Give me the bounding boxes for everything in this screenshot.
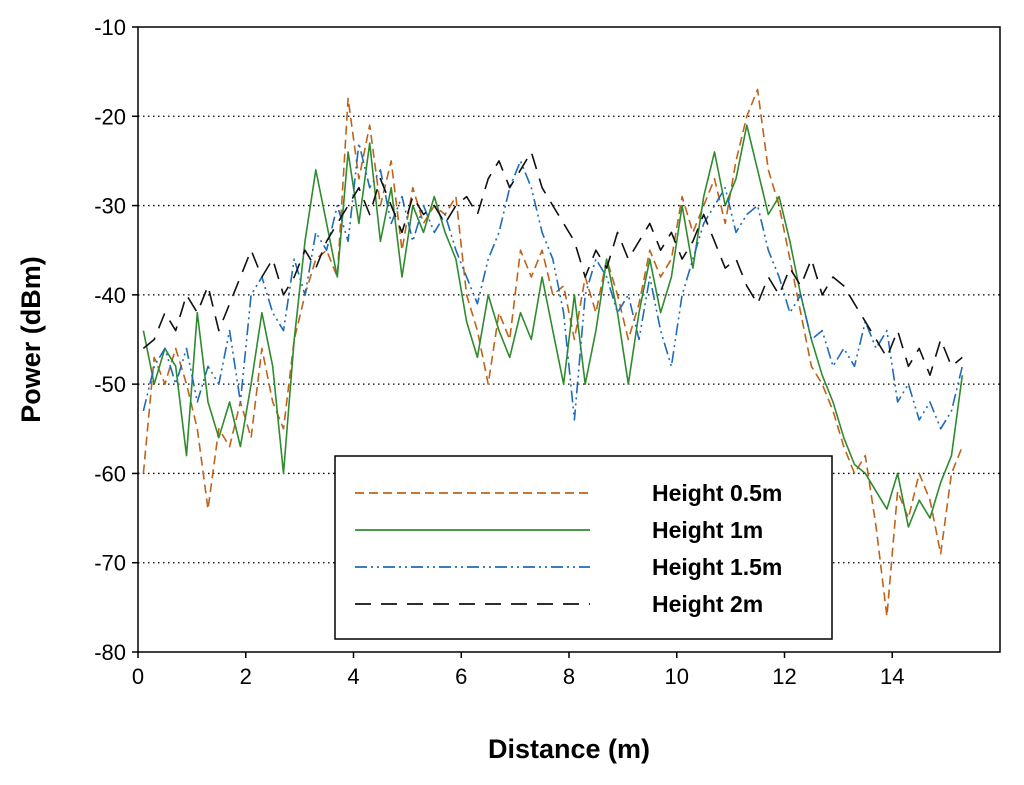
y-axis-title: Power (dBm) <box>16 256 46 423</box>
series-line-4 <box>142 151 963 377</box>
legend-label-2: Height 1m <box>652 517 763 543</box>
series-line-3 <box>142 142 964 430</box>
y-tick-label: -20 <box>94 104 126 129</box>
x-axis-title: Distance (m) <box>488 734 650 764</box>
x-tick-label: 2 <box>240 664 252 689</box>
legend-label-4: Height 2m <box>652 591 763 617</box>
x-tick-label: 4 <box>347 664 359 689</box>
legend-label-3: Height 1.5m <box>652 554 782 580</box>
x-tick-label: 8 <box>563 664 575 689</box>
legend: Height 0.5m Height 1m Height 1.5m Height 2m <box>334 455 833 640</box>
axis-ticks: -80 -70 -60 -50 -40 -30 -20 -10 0 2 4 6 8 10 12 14 <box>94 15 904 689</box>
series-line-1 <box>142 88 964 618</box>
x-tick-label: 14 <box>880 664 904 689</box>
legend-label-1: Height 0.5m <box>652 480 782 506</box>
y-tick-label: -40 <box>94 283 126 308</box>
series-line-2 <box>142 124 964 528</box>
y-tick-label: -80 <box>94 640 126 665</box>
series-lines <box>142 88 964 618</box>
y-tick-label: -70 <box>94 551 126 576</box>
x-tick-label: 10 <box>665 664 689 689</box>
x-tick-label: 6 <box>455 664 467 689</box>
legend-box <box>334 455 833 640</box>
y-tick-label: -60 <box>94 461 126 486</box>
y-tick-label: -30 <box>94 194 126 219</box>
y-tick-label: -10 <box>94 15 126 40</box>
x-tick-label: 12 <box>772 664 796 689</box>
x-tick-label: 0 <box>132 664 144 689</box>
y-tick-label: -50 <box>94 372 126 397</box>
